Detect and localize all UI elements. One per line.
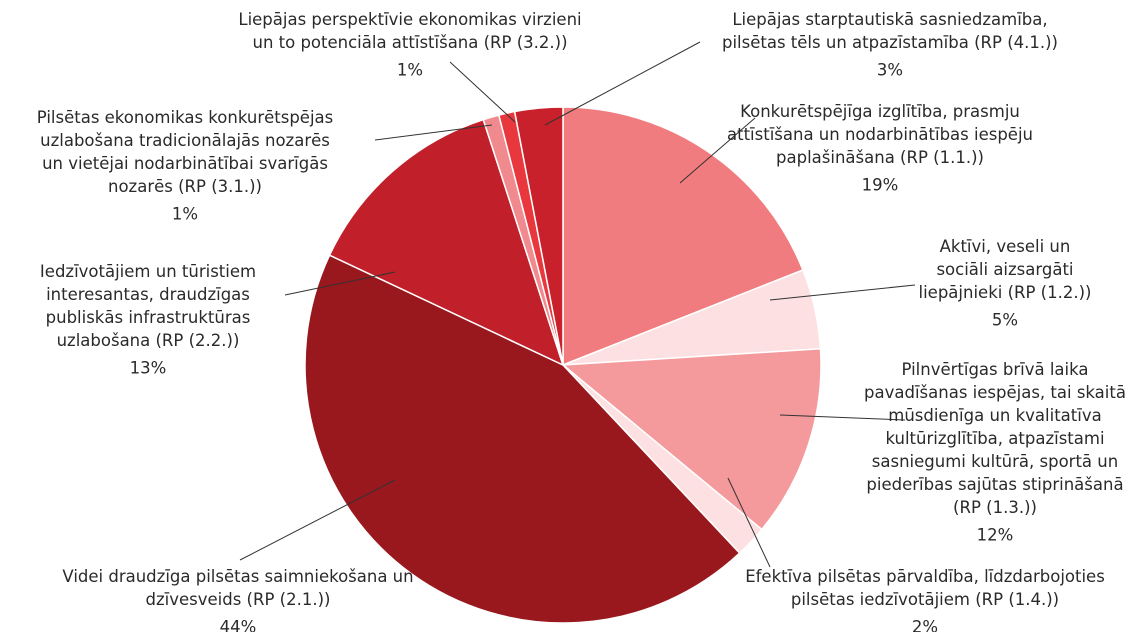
pie-slice bbox=[513, 106, 564, 366]
label-line: kultūrizglītība, atpazīstami bbox=[885, 429, 1104, 448]
leader-line bbox=[374, 124, 493, 141]
label-line: Liepājas perspektīvie ekonomikas virzien… bbox=[238, 10, 581, 29]
label-line: un to potenciāla attīstīšana (RP (3.2.)) bbox=[252, 33, 567, 52]
slice-label: Iedzīvotājiem un tūristiem interesantas, … bbox=[40, 262, 256, 350]
label-line: Konkurētspējīga izglītība, prasmju bbox=[740, 102, 1020, 121]
leader-line bbox=[284, 271, 396, 296]
pie-slice bbox=[304, 254, 741, 624]
slice-label: Pilsētas ekonomikas konkurētspējas uzlabo… bbox=[37, 108, 334, 196]
label-line: piederības sajūtas stiprināšanā bbox=[866, 475, 1123, 494]
leader-line bbox=[544, 41, 701, 126]
label-line: un vietējai nodarbinātībai svarīgās bbox=[42, 154, 328, 173]
label-line: Efektīva pilsētas pārvaldība, līdzdarboj… bbox=[745, 567, 1105, 586]
label-line: liepājnieki (RP (1.2.)) bbox=[919, 283, 1092, 302]
slice-label: Liepājas perspektīvie ekonomikas virzien… bbox=[238, 10, 581, 52]
label-line: uzlabošana tradicionālajās nozarēs bbox=[40, 131, 330, 150]
pie-slice bbox=[561, 348, 822, 531]
leader-line bbox=[449, 61, 516, 123]
label-line: Pilsētas ekonomikas konkurētspējas bbox=[37, 108, 334, 127]
label-line: publiskās infrastruktūras bbox=[46, 308, 251, 327]
value-label: 1% bbox=[172, 205, 198, 224]
label-line: sasniegumi kultūrā, sportā un bbox=[872, 452, 1118, 471]
pie-slice bbox=[328, 118, 565, 367]
value-label: 3% bbox=[877, 61, 903, 80]
leader-line bbox=[239, 479, 396, 561]
label-line: Liepājas starptautiskā sasniedzamība, bbox=[732, 10, 1047, 29]
value-label: 19% bbox=[862, 176, 899, 195]
leader-line bbox=[779, 414, 906, 421]
leader-line bbox=[679, 117, 756, 184]
label-line: interesantas, draudzīgas bbox=[46, 285, 250, 304]
slice-label: Aktīvi, veseli un sociāli aizsargāti liepā… bbox=[919, 237, 1092, 302]
value-label: 2% bbox=[912, 618, 938, 632]
label-line: nozarēs (RP (3.1.)) bbox=[108, 177, 262, 196]
label-line: Iedzīvotājiem un tūristiem bbox=[40, 262, 256, 281]
leader-line bbox=[727, 477, 771, 568]
label-line: pilsētas iedzīvotājiem (RP (1.4.)) bbox=[791, 590, 1059, 609]
label-line: pavadīšanas iespējas, tai skaitā bbox=[864, 383, 1126, 402]
value-label: 1% bbox=[397, 61, 423, 80]
value-label: 44% bbox=[220, 618, 257, 632]
label-line: uzlabošana (RP (2.2.)) bbox=[57, 331, 240, 350]
slice-label: Videi draudzīga pilsētas saimniekošana u… bbox=[62, 567, 413, 609]
label-line: attīstīšana un nodarbinātības iespēju bbox=[727, 125, 1033, 144]
pie-slice bbox=[562, 106, 804, 367]
slice-label: Konkurētspējīga izglītība, prasmju attīst… bbox=[727, 102, 1033, 167]
label-line: Aktīvi, veseli un bbox=[940, 237, 1071, 256]
label-line: dzīvesveids (RP (2.1.)) bbox=[146, 590, 331, 609]
label-line: paplašināšana (RP (1.1.)) bbox=[776, 148, 984, 167]
label-line: Pilnvērtīgas brīvā laika bbox=[901, 360, 1088, 379]
slice-label: Pilnvērtīgas brīvā laika pavadīšanas iesp… bbox=[864, 360, 1126, 517]
label-line: pilsētas tēls un atpazīstamība (RP (4.1.… bbox=[722, 33, 1058, 52]
label-line: (RP (1.3.)) bbox=[953, 498, 1037, 517]
value-label: 13% bbox=[130, 359, 167, 378]
label-line: sociāli aizsargāti bbox=[936, 260, 1073, 279]
slice-label: Efektīva pilsētas pārvaldība, līdzdarboj… bbox=[745, 567, 1105, 609]
slice-label: Liepājas starptautiskā sasniedzamība, pil… bbox=[722, 10, 1058, 52]
leader-line bbox=[769, 284, 916, 301]
value-label: 5% bbox=[992, 311, 1018, 330]
label-line: Videi draudzīga pilsētas saimniekošana u… bbox=[62, 567, 413, 586]
value-label: 12% bbox=[977, 526, 1014, 545]
label-line: mūsdienīga un kvalitatīva bbox=[888, 406, 1101, 425]
